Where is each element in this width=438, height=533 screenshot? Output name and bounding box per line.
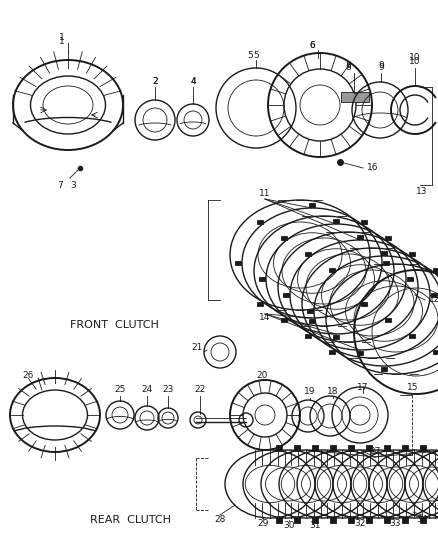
Text: 34: 34	[416, 515, 427, 524]
Text: 22: 22	[194, 385, 205, 394]
Bar	[383, 261, 389, 265]
Circle shape	[190, 412, 206, 428]
Bar	[402, 445, 407, 450]
Text: 16: 16	[367, 164, 379, 173]
Bar	[341, 92, 369, 102]
Bar	[431, 293, 437, 297]
Bar	[328, 268, 335, 272]
Bar	[305, 334, 311, 338]
Text: 30: 30	[283, 521, 295, 530]
Bar	[385, 318, 391, 322]
Bar	[293, 518, 300, 523]
Bar	[328, 350, 335, 354]
Bar	[365, 445, 371, 450]
Bar	[381, 367, 387, 371]
Text: FRONT  CLUTCH: FRONT CLUTCH	[70, 320, 159, 330]
Text: 14: 14	[259, 313, 271, 322]
Text: 28: 28	[214, 515, 226, 524]
Bar	[420, 445, 427, 450]
Text: 4: 4	[190, 77, 196, 86]
Text: 5: 5	[253, 51, 259, 60]
Text: REAR  CLUTCH: REAR CLUTCH	[90, 515, 171, 525]
Text: 20: 20	[256, 370, 268, 379]
Bar	[276, 445, 283, 450]
Text: 24: 24	[141, 385, 152, 394]
Bar	[235, 261, 241, 265]
Bar	[349, 518, 354, 523]
Text: 13: 13	[416, 188, 428, 197]
Text: 2: 2	[152, 77, 158, 86]
Bar	[433, 268, 438, 272]
Text: 6: 6	[309, 41, 315, 50]
Text: 7: 7	[57, 181, 63, 190]
Text: 21: 21	[191, 343, 203, 352]
Bar	[329, 518, 336, 523]
Text: 5: 5	[247, 51, 253, 60]
Text: 12: 12	[429, 295, 438, 304]
Bar	[309, 319, 315, 323]
Text: 10: 10	[409, 58, 421, 67]
Text: 1: 1	[59, 34, 65, 43]
Bar	[257, 220, 263, 224]
Bar	[357, 235, 363, 239]
Bar	[410, 334, 415, 338]
Text: 11: 11	[259, 189, 271, 198]
Text: 4: 4	[190, 77, 196, 86]
Bar	[407, 277, 413, 281]
Bar	[385, 518, 391, 523]
Text: 33: 33	[389, 520, 401, 529]
Bar	[433, 350, 438, 354]
Bar	[281, 236, 287, 240]
Text: 2: 2	[152, 77, 158, 86]
Text: 9: 9	[378, 63, 384, 72]
Text: 3: 3	[70, 181, 76, 190]
Text: 6: 6	[309, 41, 315, 50]
Text: 10: 10	[409, 53, 421, 62]
Text: 29: 29	[257, 520, 268, 529]
Bar	[312, 518, 318, 523]
Text: 1: 1	[59, 37, 65, 46]
Bar	[361, 302, 367, 306]
Bar	[333, 219, 339, 223]
Bar	[381, 251, 387, 255]
Bar	[309, 203, 315, 207]
Text: 23: 23	[162, 385, 174, 394]
Bar	[257, 302, 263, 306]
Bar	[293, 445, 300, 450]
Bar	[361, 220, 367, 224]
Bar	[385, 445, 391, 450]
Text: 8: 8	[345, 63, 351, 72]
Bar	[305, 252, 311, 256]
Bar	[329, 445, 336, 450]
Bar	[283, 293, 289, 297]
Text: 18: 18	[327, 387, 339, 397]
Text: 27: 27	[369, 448, 381, 456]
Text: 8: 8	[345, 61, 351, 69]
Bar	[385, 236, 391, 240]
Bar	[349, 445, 354, 450]
Bar	[410, 252, 415, 256]
Text: 31: 31	[309, 521, 321, 530]
Bar	[259, 277, 265, 281]
Bar	[312, 445, 318, 450]
Bar	[420, 518, 427, 523]
Text: 25: 25	[114, 385, 126, 394]
Bar	[333, 335, 339, 339]
Text: 26: 26	[22, 370, 34, 379]
Bar	[365, 518, 371, 523]
Bar	[357, 351, 363, 355]
Text: 32: 32	[354, 520, 366, 529]
Bar	[281, 318, 287, 322]
Text: 9: 9	[378, 61, 384, 69]
Bar	[402, 518, 407, 523]
Bar	[276, 518, 283, 523]
Text: 19: 19	[304, 387, 316, 397]
Bar	[307, 309, 313, 313]
Text: 15: 15	[407, 384, 419, 392]
Text: 17: 17	[357, 384, 369, 392]
